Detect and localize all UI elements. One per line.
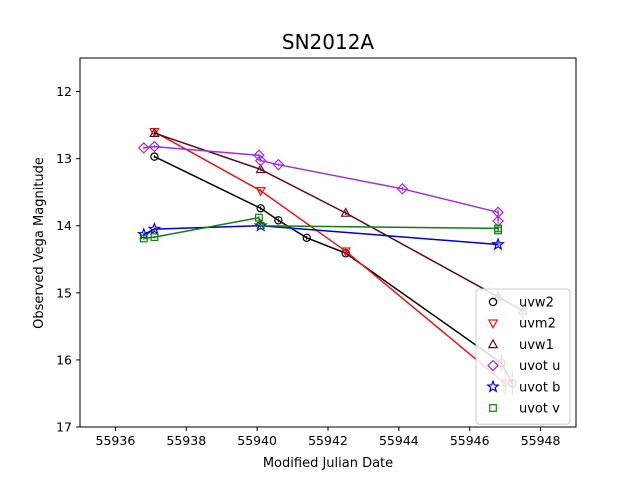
data-point xyxy=(340,247,351,257)
x-axis-label: Modified Julian Date xyxy=(263,456,393,471)
x-tick-label: 55936 xyxy=(96,433,136,448)
data-point xyxy=(256,221,265,230)
data-point xyxy=(494,226,502,235)
x-tick-label: 55944 xyxy=(379,433,419,448)
data-point xyxy=(147,221,162,235)
legend-marker xyxy=(488,297,498,307)
data-point xyxy=(253,218,268,232)
data-point xyxy=(491,237,505,251)
series-uvot-b xyxy=(136,218,505,251)
series-uvm2 xyxy=(149,128,511,396)
legend-label: uvw2 xyxy=(519,296,554,311)
data-point xyxy=(150,233,159,242)
legend-item-uvw1: uvw1 xyxy=(487,338,554,353)
x-tick-label: 55938 xyxy=(166,433,206,448)
legend-label: uvm2 xyxy=(519,317,556,332)
legend-marker xyxy=(487,319,499,329)
data-point xyxy=(272,158,285,171)
y-tick-label: 17 xyxy=(56,420,72,435)
data-point xyxy=(253,149,265,162)
data-point xyxy=(256,204,265,213)
data-point xyxy=(136,227,151,241)
series-line-uvw1 xyxy=(154,132,524,312)
y-tick-label: 12 xyxy=(56,84,72,99)
legend-label: uvw1 xyxy=(519,338,554,353)
legend-marker xyxy=(489,404,497,412)
legend-marker xyxy=(487,338,499,349)
data-point xyxy=(255,163,266,174)
data-point xyxy=(492,215,504,227)
legend-label: uvot u xyxy=(519,359,560,374)
y-tick-label: 13 xyxy=(56,151,72,166)
y-tick-label: 16 xyxy=(56,352,72,367)
data-point xyxy=(139,234,148,243)
legend-label: uvot v xyxy=(519,402,560,417)
legend-box xyxy=(475,288,571,425)
legend-item-uvot-v: uvot v xyxy=(489,402,560,417)
series-uvw2 xyxy=(150,152,517,396)
x-tick-label: 55940 xyxy=(237,433,277,448)
legend-item-uvm2: uvm2 xyxy=(487,317,556,332)
legend-item-uvot-u: uvot u xyxy=(487,359,560,374)
series-line-uvm2 xyxy=(154,131,506,384)
data-point xyxy=(274,216,283,225)
legend: uvw2 uvm2 uvw1 uvot u uvot b uvot v xyxy=(475,288,571,425)
series-uvot-v xyxy=(139,213,502,243)
y-tick-label: 14 xyxy=(56,218,72,233)
series-line-uvw2 xyxy=(154,155,513,384)
y-tick-label: 15 xyxy=(56,285,72,300)
x-tick-label: 55942 xyxy=(308,433,348,448)
legend-item-uvw2: uvw2 xyxy=(488,296,554,311)
data-point xyxy=(255,187,266,197)
x-tick-label: 55948 xyxy=(521,433,561,448)
data-point xyxy=(340,207,351,217)
legend-marker xyxy=(487,359,499,372)
data-point xyxy=(148,140,161,153)
legend-marker xyxy=(486,379,500,393)
x-tick-label: 55946 xyxy=(450,433,490,448)
data-point xyxy=(492,206,504,219)
data-point xyxy=(396,182,409,195)
y-axis-label: Observed Vega Magnitude xyxy=(32,157,47,329)
chart-title: SN2012A xyxy=(282,30,375,54)
data-point xyxy=(254,154,267,167)
data-point xyxy=(137,142,150,154)
plot-marks xyxy=(136,127,529,396)
data-point xyxy=(149,127,160,137)
series-line-uvot-u xyxy=(143,145,499,221)
legend-item-uvot-b: uvot b xyxy=(486,379,560,395)
series-uvot-u xyxy=(137,140,504,227)
axes: 55936 55938 55940 55942 55944 55946 55948 12 13 1… xyxy=(56,57,577,448)
data-point xyxy=(302,233,311,243)
legend-label: uvot b xyxy=(519,380,560,395)
data-point xyxy=(255,213,263,222)
series-uvw1 xyxy=(149,127,529,319)
data-point xyxy=(150,152,159,161)
